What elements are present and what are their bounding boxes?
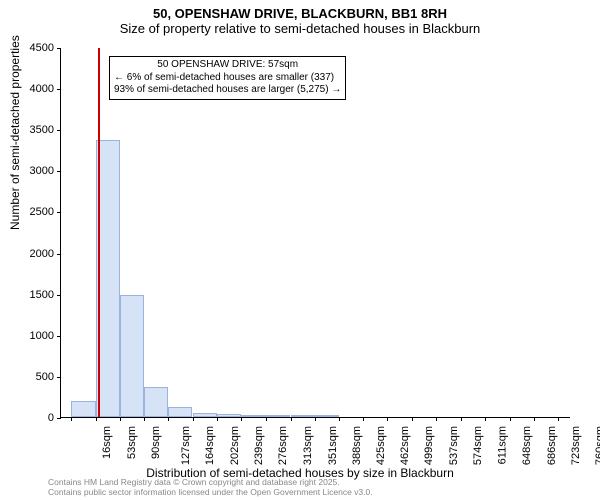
y-tick-label: 500 [36, 371, 54, 383]
x-tick-mark [96, 417, 97, 421]
x-tick-label: 351sqm [327, 426, 339, 465]
y-tick-label: 2500 [30, 206, 54, 218]
histogram-bar [291, 415, 315, 417]
x-tick-label: 760sqm [594, 426, 600, 465]
y-tick-mark [57, 254, 61, 255]
property-marker-line [98, 48, 100, 417]
y-tick-mark [57, 418, 61, 419]
histogram-bar [71, 401, 95, 417]
y-axis-label: Number of semi-detached properties [8, 35, 22, 230]
x-tick-label: 388sqm [351, 426, 363, 465]
y-tick-label: 4000 [30, 83, 54, 95]
histogram-bar [217, 414, 241, 417]
y-tick-mark [57, 212, 61, 213]
x-tick-label: 686sqm [546, 426, 558, 465]
x-tick-mark [558, 417, 559, 421]
x-tick-mark [71, 417, 72, 421]
x-tick-mark [315, 417, 316, 421]
x-tick-label: 90sqm [150, 426, 162, 459]
x-tick-mark [436, 417, 437, 421]
chart-title-main: 50, OPENSHAW DRIVE, BLACKBURN, BB1 8RH [0, 0, 600, 21]
y-tick-mark [57, 130, 61, 131]
chart-area: 05001000150020002500300035004000450016sq… [60, 48, 570, 418]
y-tick-label: 3500 [30, 124, 54, 136]
histogram-bar [144, 387, 168, 417]
x-tick-mark [510, 417, 511, 421]
histogram-bar [266, 415, 290, 417]
x-tick-label: 499sqm [423, 426, 435, 465]
histogram-bar [168, 407, 192, 417]
x-tick-mark [266, 417, 267, 421]
y-tick-mark [57, 295, 61, 296]
x-tick-mark [485, 417, 486, 421]
x-tick-mark [534, 417, 535, 421]
x-tick-label: 648sqm [521, 426, 533, 465]
y-tick-label: 3000 [30, 165, 54, 177]
x-tick-mark [363, 417, 364, 421]
x-tick-mark [193, 417, 194, 421]
plot-area: 05001000150020002500300035004000450016sq… [60, 48, 570, 418]
x-tick-label: 611sqm [496, 426, 508, 464]
x-tick-label: 127sqm [180, 426, 192, 465]
y-tick-mark [57, 171, 61, 172]
x-tick-label: 574sqm [472, 426, 484, 465]
annotation-box: 50 OPENSHAW DRIVE: 57sqm← 6% of semi-det… [109, 56, 346, 100]
x-tick-label: 425sqm [375, 426, 387, 465]
x-tick-mark [241, 417, 242, 421]
x-tick-mark [168, 417, 169, 421]
x-tick-label: 537sqm [448, 426, 460, 465]
x-tick-label: 164sqm [204, 426, 216, 465]
annotation-line2: ← 6% of semi-detached houses are smaller… [114, 72, 341, 85]
annotation-line3: 93% of semi-detached houses are larger (… [114, 84, 341, 97]
y-tick-label: 2000 [30, 248, 54, 260]
x-tick-label: 53sqm [126, 426, 138, 459]
x-tick-label: 462sqm [399, 426, 411, 465]
x-tick-mark [387, 417, 388, 421]
histogram-bar [193, 413, 217, 417]
x-tick-label: 202sqm [229, 426, 241, 465]
x-tick-mark [291, 417, 292, 421]
histogram-bar [315, 415, 339, 417]
y-tick-mark [57, 336, 61, 337]
x-tick-label: 313sqm [302, 426, 314, 465]
chart-title-sub: Size of property relative to semi-detach… [0, 21, 600, 36]
y-tick-mark [57, 48, 61, 49]
y-tick-label: 1500 [30, 289, 54, 301]
histogram-bar [120, 295, 144, 417]
x-tick-mark [412, 417, 413, 421]
y-tick-label: 1000 [30, 330, 54, 342]
x-tick-label: 16sqm [101, 426, 113, 459]
x-tick-mark [217, 417, 218, 421]
chart-container: 50, OPENSHAW DRIVE, BLACKBURN, BB1 8RH S… [0, 0, 600, 500]
credits: Contains HM Land Registry data © Crown c… [48, 478, 373, 498]
x-tick-mark [339, 417, 340, 421]
x-tick-mark [461, 417, 462, 421]
x-tick-mark [120, 417, 121, 421]
y-tick-mark [57, 89, 61, 90]
y-tick-mark [57, 377, 61, 378]
annotation-line1: 50 OPENSHAW DRIVE: 57sqm [114, 59, 341, 72]
histogram-bar [241, 415, 265, 417]
credits-line2: Contains public sector information licen… [48, 488, 373, 498]
x-tick-label: 239sqm [253, 426, 265, 465]
y-tick-label: 4500 [30, 42, 54, 54]
x-tick-mark [144, 417, 145, 421]
x-tick-label: 723sqm [570, 426, 582, 465]
y-tick-label: 0 [48, 412, 54, 424]
x-tick-label: 276sqm [278, 426, 290, 465]
